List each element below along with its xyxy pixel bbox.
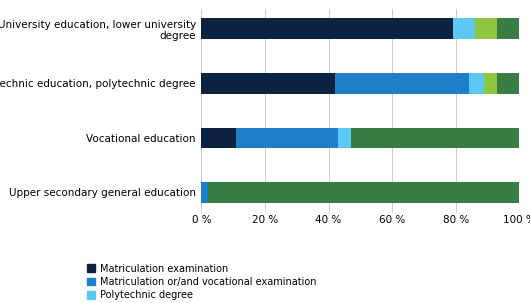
Bar: [497, 73, 519, 94]
Bar: [201, 182, 208, 203]
Bar: [351, 128, 519, 148]
Bar: [338, 128, 351, 148]
Bar: [208, 182, 519, 203]
Bar: [469, 73, 484, 94]
Bar: [453, 18, 475, 39]
Bar: [201, 128, 236, 148]
Bar: [201, 73, 335, 94]
Bar: [335, 73, 469, 94]
Bar: [497, 18, 519, 39]
Legend: Matriculation examination, Matriculation or/and vocational examination, Polytech: Matriculation examination, Matriculation…: [85, 261, 319, 303]
Bar: [475, 18, 497, 39]
Bar: [236, 128, 338, 148]
Bar: [201, 18, 453, 39]
Bar: [484, 73, 497, 94]
